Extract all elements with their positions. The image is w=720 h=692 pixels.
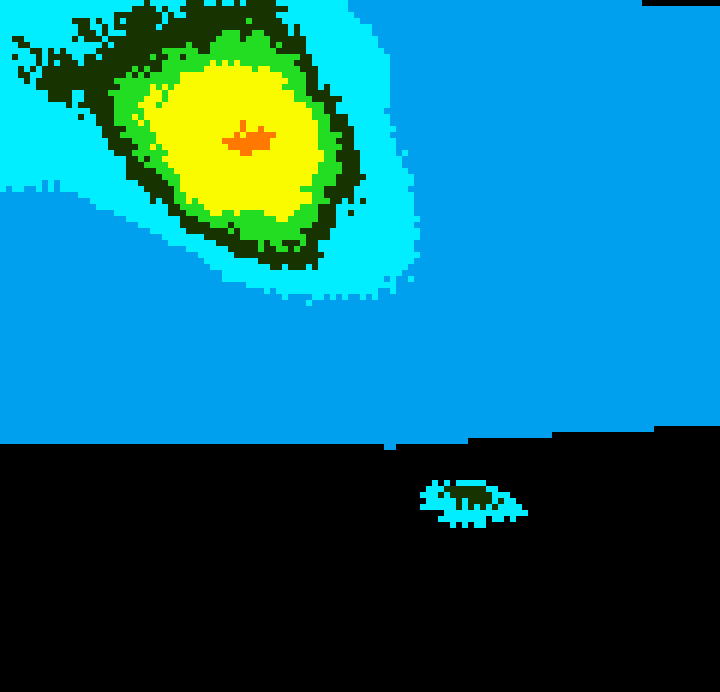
raster-map-container bbox=[0, 0, 720, 692]
classified-raster-canvas bbox=[0, 0, 720, 692]
